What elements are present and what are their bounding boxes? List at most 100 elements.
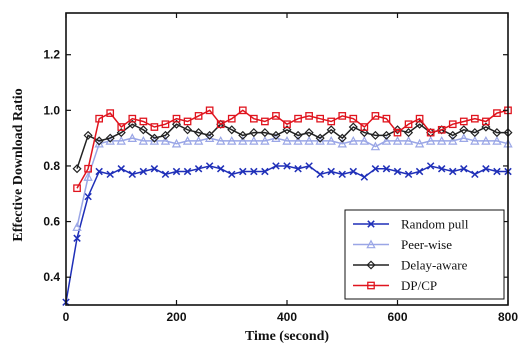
data-point-random-pull: [349, 167, 358, 176]
data-point-delay-aware: [481, 122, 491, 132]
data-point-random-pull: [360, 173, 369, 181]
data-point-delay-aware: [404, 128, 414, 138]
data-point-dp-cp: [161, 120, 170, 129]
data-point-dp-cp: [172, 114, 181, 123]
data-point-random-pull: [426, 162, 435, 170]
legend-marker: [366, 260, 376, 270]
data-point-dp-cp: [349, 114, 358, 123]
data-point-random-pull: [460, 165, 468, 173]
data-point-delay-aware: [359, 128, 369, 138]
data-point-peer-wise: [359, 135, 370, 145]
data-point-dp-cp: [128, 114, 137, 123]
series-dp-cp: [73, 106, 512, 193]
data-point-random-pull: [415, 167, 424, 176]
data-point-dp-cp: [205, 106, 214, 115]
data-point-peer-wise: [370, 141, 381, 151]
data-point-random-pull: [482, 165, 490, 173]
data-point-dp-cp: [415, 114, 424, 123]
data-point-dp-cp: [194, 112, 203, 120]
data-point-delay-aware: [260, 128, 270, 138]
data-point-delay-aware: [94, 136, 104, 146]
data-point-random-pull: [261, 167, 269, 176]
data-point-random-pull: [404, 170, 413, 179]
data-point-random-pull: [139, 167, 148, 176]
data-point-random-pull: [216, 165, 225, 173]
data-point-random-pull: [449, 167, 457, 176]
data-point-dp-cp: [117, 123, 126, 131]
data-point-peer-wise: [116, 135, 126, 145]
data-point-dp-cp: [238, 106, 247, 115]
legend-item-dp-cp: DP/CP: [353, 278, 437, 293]
x-tick-label: 200: [166, 310, 186, 324]
data-point-dp-cp: [261, 117, 269, 126]
data-point-delay-aware: [183, 125, 193, 135]
data-point-dp-cp: [73, 184, 81, 193]
data-point-dp-cp: [327, 117, 336, 126]
data-point-random-pull: [294, 165, 302, 173]
data-point-peer-wise: [414, 138, 425, 148]
legend-marker: [366, 239, 376, 249]
data-point-peer-wise: [282, 135, 292, 145]
data-point-peer-wise: [492, 135, 502, 145]
data-point-dp-cp: [283, 120, 291, 129]
data-point-peer-wise: [403, 135, 414, 145]
data-point-random-pull: [228, 170, 236, 179]
data-point-random-pull: [117, 165, 125, 173]
data-point-dp-cp: [227, 114, 236, 123]
data-point-random-pull: [338, 170, 346, 179]
data-point-peer-wise: [238, 135, 248, 145]
data-point-delay-aware: [227, 125, 237, 135]
y-tick-label: 0.4: [43, 270, 60, 284]
x-tick-label: 800: [498, 310, 518, 324]
data-point-peer-wise: [436, 135, 447, 145]
data-point-random-pull: [250, 167, 258, 176]
data-point-dp-cp: [382, 114, 391, 123]
y-axis-title: Effective Download Ratio: [11, 88, 26, 241]
data-point-random-pull: [194, 165, 203, 173]
data-point-dp-cp: [84, 164, 92, 173]
data-point-delay-aware: [127, 119, 137, 129]
data-point-delay-aware: [370, 130, 380, 140]
data-point-delay-aware: [304, 128, 314, 138]
data-point-delay-aware: [271, 130, 281, 140]
data-point-peer-wise: [459, 133, 469, 142]
data-point-random-pull: [471, 170, 479, 179]
y-tick-label: 0.6: [43, 215, 60, 229]
data-point-peer-wise: [227, 135, 237, 145]
data-point-dp-cp: [216, 120, 225, 129]
data-point-random-pull: [161, 170, 170, 179]
data-point-delay-aware: [72, 164, 82, 174]
data-point-peer-wise: [171, 138, 182, 148]
data-point-peer-wise: [348, 135, 359, 145]
data-point-delay-aware: [149, 133, 159, 143]
data-point-random-pull: [150, 165, 159, 173]
data-point-delay-aware: [337, 133, 347, 143]
data-point-peer-wise: [193, 135, 204, 145]
data-point-random-pull: [183, 167, 192, 176]
data-point-dp-cp: [482, 117, 490, 126]
data-point-random-pull: [239, 167, 247, 176]
data-point-random-pull: [128, 170, 137, 179]
data-point-peer-wise: [381, 135, 392, 145]
y-tick-label: 1.2: [43, 48, 60, 62]
data-point-peer-wise: [425, 135, 436, 145]
series-line-delay-aware: [76, 123, 508, 169]
data-point-delay-aware: [448, 130, 458, 140]
data-point-peer-wise: [337, 138, 347, 148]
data-point-dp-cp: [448, 120, 457, 129]
data-point-dp-cp: [437, 125, 446, 134]
data-point-dp-cp: [338, 112, 347, 120]
data-point-random-pull: [95, 167, 103, 176]
legend-item-delay-aware: Delay-aware: [353, 258, 468, 273]
series-line-dp-cp: [76, 109, 509, 189]
data-point-random-pull: [327, 167, 335, 176]
x-axis-title: Time (second): [245, 329, 329, 344]
data-point-delay-aware: [492, 128, 502, 138]
data-point-dp-cp: [106, 109, 115, 117]
data-point-dp-cp: [272, 112, 280, 120]
data-point-delay-aware: [470, 128, 480, 138]
data-point-random-pull: [272, 162, 280, 170]
y-tick-label: 0.8: [43, 159, 60, 173]
y-tick-label: 1.0: [43, 103, 60, 117]
data-point-random-pull: [205, 162, 214, 170]
